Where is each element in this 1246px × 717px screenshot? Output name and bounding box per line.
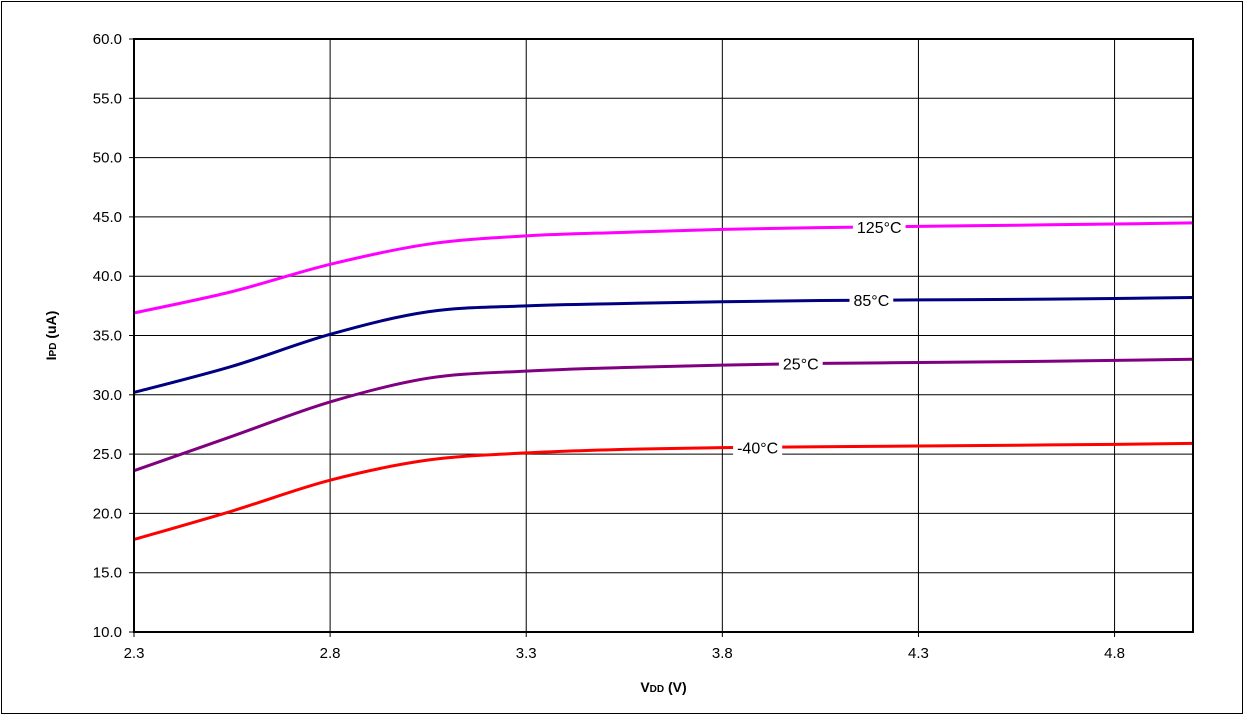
y-tick-label: 60.0 <box>93 31 122 48</box>
series-label-background <box>778 355 823 375</box>
y-tick-label: 40.0 <box>93 268 122 285</box>
y-tick-label: 25.0 <box>93 446 122 463</box>
series-label-background <box>852 218 906 238</box>
series-line <box>133 221 1194 315</box>
y-tick-label: 35.0 <box>93 328 122 345</box>
y-tick-label: 20.0 <box>93 505 122 522</box>
series-line <box>133 296 1194 394</box>
x-tick-label: 3.8 <box>712 645 733 662</box>
x-tick-label: 2.8 <box>320 645 341 662</box>
x-axis-title-sub: DD <box>650 684 664 695</box>
x-axis-title-main: V <box>640 679 650 695</box>
x-tick-label: 4.8 <box>1104 645 1125 662</box>
x-axis-title-suffix: (V) <box>664 679 687 695</box>
x-tick-label: 2.3 <box>124 645 145 662</box>
series-line <box>133 441 1194 541</box>
tick-labels: 10.0 15.0 20.0 25.0 30.0 35.0 40.0 45.0 50.0 55.0… <box>93 31 1125 662</box>
y-axis-title: IPD (uA) <box>43 311 59 361</box>
series-label: 125°C <box>857 220 902 237</box>
x-tick-label: 4.3 <box>908 645 929 662</box>
y-tick-label: 30.0 <box>93 387 122 404</box>
series-label-background <box>733 439 783 459</box>
y-tick-label: 45.0 <box>93 209 122 226</box>
y-axis-title-suffix: (uA) <box>43 311 59 343</box>
series-label: -40°C <box>737 440 778 457</box>
grid-lines <box>129 38 1193 637</box>
series-line <box>133 357 1194 473</box>
series-labels: 125°C 85°C 25°C -40°C <box>733 218 906 459</box>
y-tick-label: 55.0 <box>93 90 122 107</box>
series-lines <box>133 221 1194 541</box>
plot-area-border <box>133 38 1194 633</box>
x-tick-label: 3.3 <box>516 645 537 662</box>
series-label: 85°C <box>854 293 890 310</box>
series-label-background <box>849 292 894 312</box>
series-label: 25°C <box>783 357 819 374</box>
y-tick-label: 10.0 <box>93 624 122 641</box>
y-tick-label: 50.0 <box>93 150 122 167</box>
y-axis-title-main: I <box>43 356 59 360</box>
y-tick-label: 15.0 <box>93 565 122 582</box>
y-axis-title-sub: PD <box>48 343 59 357</box>
x-axis-title: VDD (V) <box>640 679 686 695</box>
